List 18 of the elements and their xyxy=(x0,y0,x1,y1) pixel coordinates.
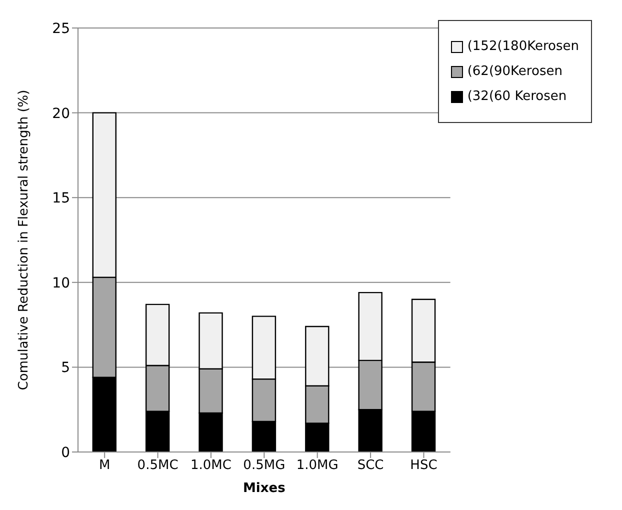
y-tick-label: 5 xyxy=(61,360,70,376)
x-tick-label: 0.5MG xyxy=(243,458,286,474)
y-tick-label: 0 xyxy=(61,444,70,461)
y-tick-label: 10 xyxy=(52,275,70,292)
x-axis-title: Mixes xyxy=(242,481,286,496)
x-tick-label: 1.0MC xyxy=(190,458,232,474)
legend-label: (62(90Kerosen xyxy=(467,64,562,79)
x-tick-label: M xyxy=(98,458,110,474)
legend-label: (152(180Kerosen xyxy=(467,39,579,54)
x-tick-label: SCC xyxy=(357,458,384,474)
y-tick-label: 20 xyxy=(52,106,70,122)
x-tick-label: 1.0MG xyxy=(296,458,338,474)
x-tick-label: 0.5MC xyxy=(137,458,178,474)
y-tick-label: 25 xyxy=(52,20,70,37)
legend-label: (32(60 Kerosen xyxy=(467,89,567,104)
y-axis-title: Comulative Reduction in Flexural strength (%) xyxy=(16,90,32,390)
y-tick-label: 15 xyxy=(52,190,70,207)
x-tick-label: HSC xyxy=(410,458,438,474)
